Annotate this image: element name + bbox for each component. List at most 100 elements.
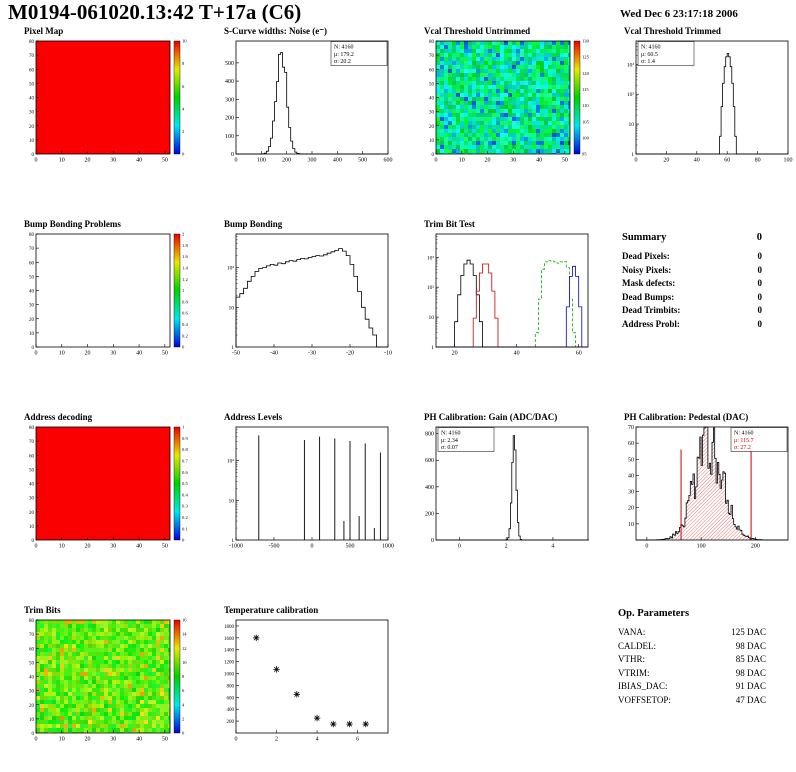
svg-text:40: 40 <box>694 158 700 164</box>
svg-text:4: 4 <box>551 544 554 550</box>
svg-text:50: 50 <box>29 468 35 473</box>
address-levels-canvas: -1000 -500 0 500 1000 1 10 10² <box>227 426 394 550</box>
svg-text:2: 2 <box>275 737 278 743</box>
svg-text:40: 40 <box>136 158 142 164</box>
svg-text:0.4: 0.4 <box>182 322 188 327</box>
svg-text:0: 0 <box>311 544 314 550</box>
svg-text:0: 0 <box>458 544 461 550</box>
svg-text:μ: 2.34: μ: 2.34 <box>441 438 458 444</box>
svg-text:1000: 1000 <box>382 544 394 550</box>
svg-text:60: 60 <box>29 261 35 266</box>
svg-text:4: 4 <box>316 737 319 743</box>
svg-text:30: 30 <box>429 111 435 116</box>
svg-text:40: 40 <box>29 97 35 102</box>
svg-text:-500: -500 <box>269 544 280 550</box>
svg-text:50: 50 <box>162 158 168 164</box>
trim-bits-canvas: 0 2 4 6 8 10 12 14 16 0 10 20 30 40 50 0 10 20 30 40 50 60 70 8… <box>29 618 187 743</box>
svg-text:200: 200 <box>282 158 291 164</box>
svg-text:10²: 10² <box>227 459 235 465</box>
svg-text:0: 0 <box>182 538 185 543</box>
svg-text:10: 10 <box>59 158 65 164</box>
chart-pixel-map: Pixel Map 0 2 4 6 8 10 0 10 20 30 40 50 0 10 20 30 40 50 6… <box>8 26 196 169</box>
svg-text:14: 14 <box>182 632 187 637</box>
svg-text:200: 200 <box>225 116 234 122</box>
svg-text:100: 100 <box>697 544 706 550</box>
svg-text:50: 50 <box>162 737 168 743</box>
svg-text:60: 60 <box>29 68 35 73</box>
timestamp: Wed Dec 6 23:17:18 2006 <box>620 8 738 20</box>
svg-text:50: 50 <box>162 544 168 550</box>
op-parameters-panel: Op. Parameters VANA: 125 DAC CALDEL: 98 DA… <box>618 608 766 707</box>
bump-problems-canvas: 00.20.40.60.811.21.41.61.820 10 20 30 40 5001… <box>29 232 188 357</box>
svg-text:40: 40 <box>29 676 35 681</box>
chart-title: Address Levels <box>224 412 283 422</box>
svg-text:500: 500 <box>358 158 367 164</box>
chart-address-levels: Address Levels -1000 -500 0 500 1000 1 10 10² <box>208 412 396 555</box>
svg-text:20: 20 <box>628 506 634 512</box>
svg-text:30: 30 <box>29 497 35 502</box>
svg-text:40: 40 <box>29 483 35 488</box>
vcal-untrimmed-canvas: 95 100 105 110 115 120 125 130 0 10 20 30 40 50 0 10 20 3… <box>429 39 590 164</box>
summary-panel: Summary 0 Dead Pixels: 0 Noisy Pixels: 0 M… <box>622 232 762 331</box>
svg-text:0.3: 0.3 <box>182 504 188 509</box>
op-parameter-item: CALDEL: 98 DAC <box>618 640 766 651</box>
svg-text:2: 2 <box>182 716 185 721</box>
op-parameter-item: VTRIM: 98 DAC <box>618 667 766 678</box>
svg-text:σ: 20.2: σ: 20.2 <box>334 59 351 65</box>
svg-text:70: 70 <box>29 633 35 638</box>
svg-text:0: 0 <box>32 732 35 737</box>
svg-text:10: 10 <box>628 522 634 528</box>
svg-text:30: 30 <box>29 690 35 695</box>
svg-text:0.9: 0.9 <box>182 436 188 441</box>
svg-text:60: 60 <box>628 441 634 447</box>
svg-text:N: 4160: N: 4160 <box>334 45 354 51</box>
svg-text:20: 20 <box>29 318 35 323</box>
svg-text:1800: 1800 <box>224 625 235 630</box>
svg-text:60: 60 <box>576 351 582 357</box>
summary-title: Summary <box>622 232 667 243</box>
svg-text:0: 0 <box>182 152 185 157</box>
svg-text:10: 10 <box>429 315 435 321</box>
svg-text:0: 0 <box>32 346 35 351</box>
chart-title: Vcal Threshold Trimmed <box>624 26 721 36</box>
svg-text:0: 0 <box>431 538 434 544</box>
svg-text:N: 4160: N: 4160 <box>641 45 661 51</box>
svg-text:400: 400 <box>425 485 434 491</box>
svg-text:200: 200 <box>425 511 434 517</box>
chart-address-decoding: Address decoding 0 0.1 0.2 0.3 0.4 0.5 0.6 0.7 0… <box>8 412 196 555</box>
svg-text:30: 30 <box>29 304 35 309</box>
svg-text:105: 105 <box>582 119 590 124</box>
svg-text:σ: 27.2: σ: 27.2 <box>734 445 751 451</box>
svg-text:110: 110 <box>582 103 589 108</box>
svg-text:-50: -50 <box>232 351 240 357</box>
svg-text:20: 20 <box>29 125 35 130</box>
svg-text:10: 10 <box>29 718 35 723</box>
svg-text:95: 95 <box>582 152 587 157</box>
svg-text:50: 50 <box>429 82 435 87</box>
svg-text:20: 20 <box>429 125 435 130</box>
svg-text:12: 12 <box>182 646 187 651</box>
chart-trim-bits: Trim Bits 0 2 4 6 8 10 12 14 16 0 10 20 30 40 50 0 10 20 3… <box>8 605 196 748</box>
chart-title: Address decoding <box>24 412 93 422</box>
svg-text:10: 10 <box>59 737 65 743</box>
svg-text:0: 0 <box>231 152 234 158</box>
svg-text:10: 10 <box>459 158 465 164</box>
svg-text:50: 50 <box>29 275 35 280</box>
chart-ph-pedestal: PH Calibration: Pedestal (DAC) 0 100 200 10… <box>608 412 796 555</box>
chart-title: Bump Bonding Problems <box>24 219 121 229</box>
svg-text:20: 20 <box>663 158 669 164</box>
op-parameter-item: VTHR: 85 DAC <box>618 654 766 664</box>
svg-text:1200: 1200 <box>224 661 235 666</box>
chart-temperature: Temperature calibration 0 2 4 6 200 400 600 800… <box>208 605 396 748</box>
svg-text:100: 100 <box>225 134 234 140</box>
svg-text:1: 1 <box>231 538 234 544</box>
svg-text:6: 6 <box>182 688 185 693</box>
svg-text:80: 80 <box>755 158 761 164</box>
page-title: M0194-061020.13:42 T+17a (C6) <box>8 0 302 24</box>
temperature-canvas: 0 2 4 6 200 400 600 800 1000 1200 1400 1600 1800 <box>224 619 389 743</box>
svg-text:0.8: 0.8 <box>182 447 188 452</box>
svg-text:40: 40 <box>429 97 435 102</box>
svg-text:0.2: 0.2 <box>182 515 188 520</box>
svg-text:800: 800 <box>425 432 434 438</box>
